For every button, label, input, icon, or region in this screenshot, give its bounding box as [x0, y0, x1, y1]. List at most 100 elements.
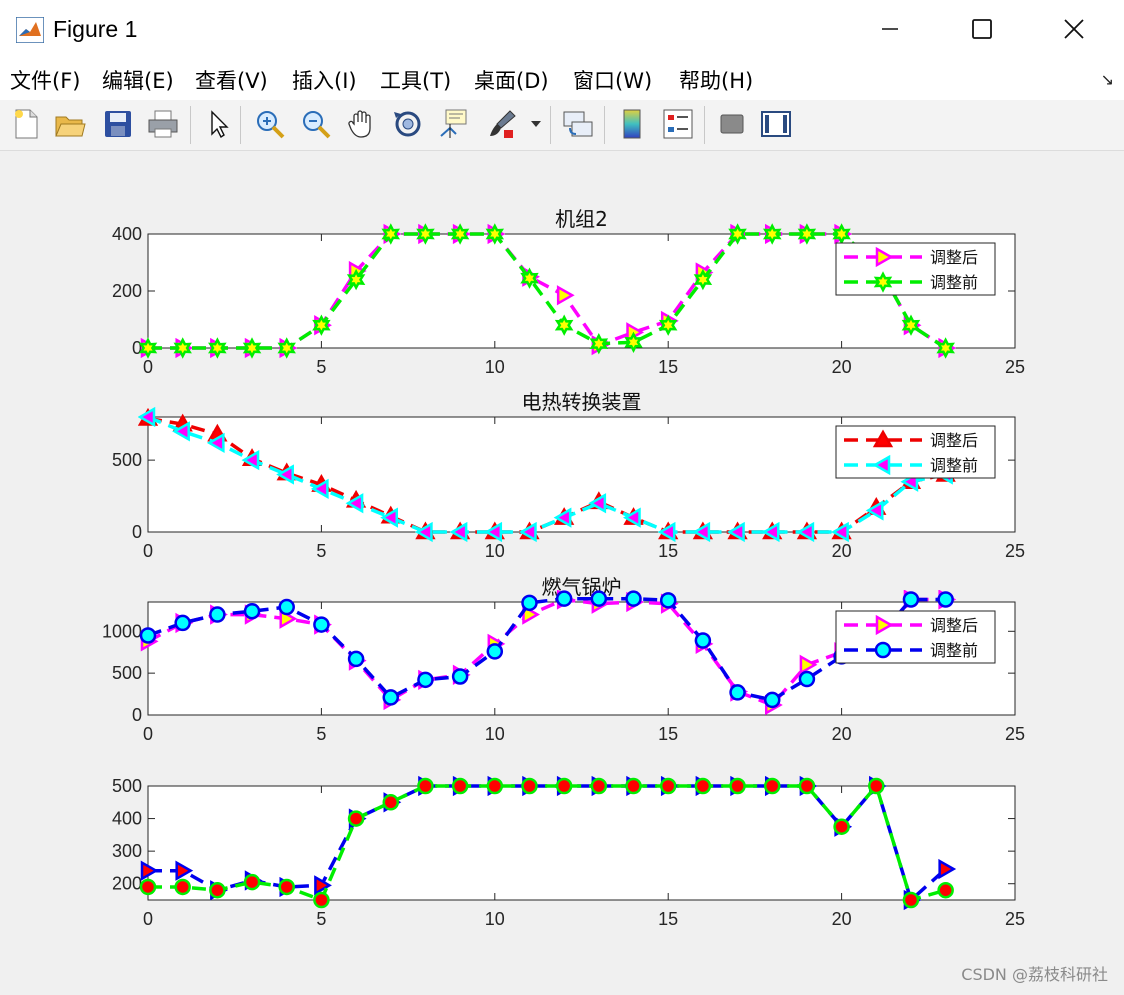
show-plot-tools-button[interactable]: [758, 106, 794, 142]
menu-bar: 文件(F) 编辑(E) 查看(V) 插入(I) 工具(T) 桌面(D) 窗口(W…: [0, 58, 1124, 100]
data-point: [313, 616, 330, 633]
y-tick-label: 400: [112, 809, 142, 829]
menu-edit[interactable]: 编辑(E): [102, 69, 174, 93]
data-point: [382, 794, 400, 811]
data-point: [416, 223, 435, 245]
legend-label: 调整前: [930, 641, 978, 660]
menu-tools[interactable]: 工具(T): [380, 69, 452, 93]
colorbar-button[interactable]: [614, 106, 650, 142]
print-button[interactable]: [145, 106, 181, 142]
close-icon: [1064, 19, 1084, 39]
menu-file[interactable]: 文件(F): [10, 69, 81, 93]
rotate-3d-button[interactable]: [390, 106, 426, 142]
subplot-title: 机组2: [555, 207, 608, 231]
x-tick-label: 15: [658, 724, 678, 744]
save-button[interactable]: [100, 106, 136, 142]
data-point: [486, 643, 504, 660]
data-point: [450, 223, 470, 245]
window-titlebar: Figure 1: [0, 0, 1124, 58]
data-point: [555, 590, 573, 607]
y-tick-label: 200: [112, 281, 142, 301]
legend-button[interactable]: [660, 106, 696, 142]
brush-icon: [490, 110, 516, 138]
y-tick-label: 500: [112, 663, 142, 683]
data-point: [414, 521, 433, 543]
x-tick-label: 0: [143, 357, 153, 377]
data-point: [521, 777, 538, 795]
data-point: [693, 268, 713, 291]
brush-button[interactable]: [484, 106, 520, 142]
minimize-button[interactable]: [844, 0, 936, 58]
hide-plot-tools-button[interactable]: [714, 106, 750, 142]
new-figure-icon: [15, 109, 38, 139]
toolbar-separator: [604, 106, 605, 144]
y-tick-label: 0: [132, 522, 142, 542]
menu-window[interactable]: 窗口(W): [573, 69, 653, 93]
close-button[interactable]: [1028, 0, 1120, 58]
print-icon: [148, 110, 178, 138]
data-point: [278, 598, 295, 616]
y-tick-label: 400: [112, 224, 142, 244]
data-point: [554, 314, 574, 336]
data-point: [625, 590, 642, 607]
data-point: [347, 810, 365, 827]
link-plot-button[interactable]: [560, 106, 596, 142]
legend-label: 调整前: [930, 456, 978, 475]
data-point: [451, 668, 469, 685]
data-point: [243, 873, 261, 891]
data-point: [449, 521, 468, 543]
pointer-button[interactable]: [200, 106, 236, 142]
data-point: [692, 521, 711, 543]
data-point: [625, 777, 642, 795]
menu-view[interactable]: 查看(V): [195, 69, 268, 93]
x-tick-label: 10: [485, 541, 505, 561]
zoom-out-button[interactable]: [298, 106, 334, 142]
link-plot-icon: [563, 111, 593, 137]
pan-button[interactable]: [344, 106, 380, 142]
new-figure-button[interactable]: [8, 106, 44, 142]
dock-arrow-icon[interactable]: ↘: [1100, 70, 1114, 89]
data-point: [694, 777, 712, 795]
x-tick-label: 15: [658, 909, 678, 929]
zoom-in-icon: [257, 111, 285, 139]
x-tick-label: 10: [485, 909, 505, 929]
data-point: [381, 223, 401, 245]
open-file-button[interactable]: [52, 106, 88, 142]
data-point: [175, 860, 194, 881]
data-point: [799, 654, 818, 675]
maximize-button[interactable]: [936, 0, 1028, 58]
legend-label: 调整后: [930, 431, 978, 450]
x-tick-label: 25: [1005, 357, 1025, 377]
x-tick-label: 20: [832, 724, 852, 744]
data-point: [138, 337, 158, 359]
plot-area: [138, 223, 957, 359]
legend-icon: [663, 109, 693, 139]
data-point: [553, 507, 572, 528]
y-tick-label: 300: [112, 841, 142, 861]
data-point: [797, 223, 817, 245]
legend-label: 调整后: [930, 248, 978, 267]
menu-insert[interactable]: 插入(I): [292, 69, 357, 93]
data-point: [623, 507, 641, 528]
brush-dropdown[interactable]: [526, 106, 546, 142]
figure-canvas[interactable]: 0 5 10 15 20 25 0 200 400 机组2 调整后 调整前 0 5 10 15 20 25 0 500…: [3, 151, 1121, 991]
x-tick-label: 15: [658, 357, 678, 377]
x-tick-label: 25: [1005, 724, 1025, 744]
data-point: [694, 632, 712, 649]
data-point: [314, 875, 332, 896]
data-point: [312, 314, 331, 336]
menu-help[interactable]: 帮助(H): [679, 69, 754, 93]
data-point: [172, 421, 190, 442]
data-cursor-button[interactable]: [436, 106, 472, 142]
y-tick-label: 0: [132, 705, 142, 725]
zoom-in-button[interactable]: [252, 106, 288, 142]
show-plot-tools-icon: [761, 111, 791, 137]
hide-plot-tools-icon: [720, 114, 744, 134]
data-point: [761, 521, 780, 543]
legend-label: 调整前: [930, 273, 978, 292]
menu-desktop[interactable]: 桌面(D): [474, 69, 549, 93]
data-point: [276, 464, 294, 485]
